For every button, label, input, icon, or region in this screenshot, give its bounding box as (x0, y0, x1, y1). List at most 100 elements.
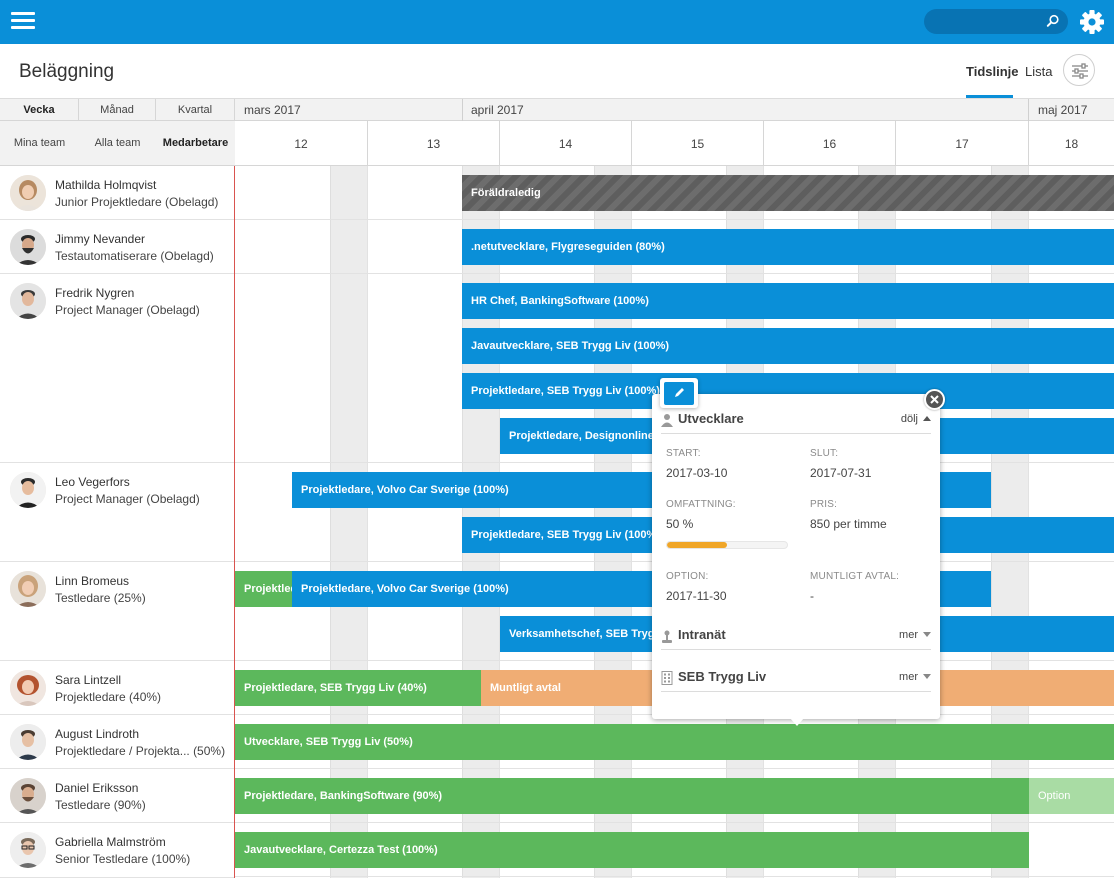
row-gridline (235, 768, 1114, 769)
period-quarter-button[interactable]: Kvartal (156, 99, 235, 120)
search-input[interactable] (924, 9, 1068, 34)
week-label: 13 (367, 121, 499, 166)
edit-button-face (664, 382, 694, 405)
allocation-bar-option[interactable]: Option (1029, 778, 1114, 814)
edit-allocation-button[interactable] (660, 378, 698, 408)
period-week-button[interactable]: Vecka (0, 99, 79, 120)
person-row[interactable]: Sara Lintzell Projektledare (40%) (0, 661, 234, 715)
allocation-bar[interactable]: Javautvecklare, SEB Trygg Liv (100%) (462, 328, 1114, 364)
avatar (10, 229, 46, 265)
caret-up-icon (923, 416, 931, 421)
avatar (10, 832, 46, 868)
person-row[interactable]: Gabriella Malmström Senior Testledare (1… (0, 823, 234, 878)
row-gridline (235, 876, 1114, 877)
page-header: Beläggning Tidslinje Lista (0, 44, 1114, 99)
row-gridline (235, 822, 1114, 823)
month-header: mars 2017 april 2017 maj 2017 (235, 99, 1114, 121)
period-month-button[interactable]: Månad (79, 99, 156, 120)
scope-progress-fill (667, 542, 727, 548)
month-divider (462, 99, 463, 121)
week-label: 17 (895, 121, 1028, 166)
scope-employees-button[interactable]: Medarbetare (162, 137, 229, 149)
person-name: Sara Lintzell (55, 673, 122, 687)
month-label: mars 2017 (244, 103, 301, 117)
week-gridline (367, 166, 368, 878)
allocation-bar[interactable]: Utvecklare, SEB Trygg Liv (50%) (235, 724, 1114, 760)
person-role: Junior Projektledare (Obelagd) (55, 195, 219, 209)
person-row[interactable]: Leo Vegerfors Project Manager (Obelagd) (0, 463, 234, 562)
tab-timeline[interactable]: Tidslinje (966, 64, 1019, 79)
allocation-bar[interactable]: Föräldraledig (462, 175, 1114, 211)
allocation-bar[interactable]: Javautvecklare, Certezza Test (100%) (235, 832, 1029, 868)
person-role: Testautomatiserare (Obelagd) (55, 249, 214, 263)
person-name: Gabriella Malmström (55, 835, 166, 849)
scope-my-teams-button[interactable]: Mina team (13, 137, 66, 149)
sliders-icon (1072, 63, 1088, 79)
period-selector: Vecka Månad Kvartal (0, 99, 235, 121)
week-header: 12 13 14 15 16 17 18 (235, 121, 1114, 166)
person-name: August Lindroth (55, 727, 140, 741)
month-label: maj 2017 (1038, 103, 1088, 117)
person-row[interactable]: Mathilda Holmqvist Junior Projektledare … (0, 166, 234, 220)
person-role: Projektledare (40%) (55, 690, 162, 704)
avatar (10, 283, 46, 319)
verbal-agreement-value: - (810, 589, 814, 603)
project-more-toggle[interactable]: mer (899, 629, 931, 641)
month-label: april 2017 (471, 103, 524, 117)
popover-client-header: SEB Trygg Liv mer (661, 668, 931, 692)
people-list: Mathilda Holmqvist Junior Projektledare … (0, 166, 234, 878)
option-value: 2017-11-30 (666, 589, 727, 603)
avatar (10, 175, 46, 211)
person-role: Projektledare / Projekta... (50%) (55, 744, 226, 758)
scope-progress-bar (666, 541, 788, 549)
hide-details-toggle[interactable]: dölj (901, 413, 931, 425)
gear-icon[interactable] (1079, 9, 1105, 35)
filter-settings-button[interactable] (1063, 54, 1095, 86)
person-row[interactable]: Daniel Eriksson Testledare (90%) (0, 769, 234, 823)
person-role: Project Manager (Obelagd) (55, 303, 200, 317)
building-icon (661, 671, 673, 685)
person-role: Project Manager (Obelagd) (55, 492, 200, 506)
start-value: 2017-03-10 (666, 466, 728, 480)
top-bar (0, 0, 1114, 44)
allocation-bar[interactable]: Projektledare, BankingSoftware (90%) (235, 778, 1029, 814)
person-row[interactable]: Fredrik Nygren Project Manager (Obelagd) (0, 274, 234, 463)
avatar (10, 472, 46, 508)
menu-icon[interactable] (11, 11, 35, 31)
scope-label: OMFATTNING: (666, 499, 736, 510)
scope-all-teams-button[interactable]: Alla team (94, 137, 141, 149)
allocation-bar[interactable]: .netutvecklare, Flygreseguiden (80%) (462, 229, 1114, 265)
more-label: mer (899, 671, 918, 683)
avatar (10, 670, 46, 706)
week-label: 14 (499, 121, 631, 166)
price-value: 850 per timme (810, 517, 887, 531)
client-title: SEB Trygg Liv (678, 669, 767, 684)
close-icon (930, 395, 939, 404)
allocation-bar[interactable]: Projektledare, SEB Trygg Liv (40%) (235, 670, 481, 706)
popover-role-title: Utvecklare (678, 411, 744, 426)
allocation-bar[interactable]: HR Chef, BankingSoftware (100%) (462, 283, 1114, 319)
popover-role-header: Utvecklare dölj (661, 410, 931, 434)
client-more-toggle[interactable]: mer (899, 671, 931, 683)
person-name: Fredrik Nygren (55, 286, 135, 300)
person-row[interactable]: Linn Bromeus Testledare (25%) (0, 562, 234, 661)
person-row[interactable]: August Lindroth Projektledare / Projekta… (0, 715, 234, 769)
today-marker (234, 166, 235, 878)
verbal-agreement-label: MUNTLIGT AVTAL: (810, 571, 900, 582)
project-icon (662, 630, 672, 643)
person-row[interactable]: Jimmy Nevander Testautomatiserare (Obela… (0, 220, 234, 274)
allocation-popover: Utvecklare dölj START: 2017-03-10 SLUT: … (652, 394, 940, 726)
end-label: SLUT: (810, 448, 839, 459)
search-icon[interactable] (1046, 14, 1060, 28)
scope-selector: Mina team Alla team Medarbetare (0, 121, 235, 166)
person-name: Daniel Eriksson (55, 781, 139, 795)
active-tab-indicator (966, 95, 1013, 98)
hide-label: dölj (900, 413, 918, 425)
tab-list[interactable]: Lista (1025, 64, 1053, 79)
person-name: Mathilda Holmqvist (55, 178, 157, 192)
month-divider (1028, 99, 1029, 121)
week-label: 18 (1028, 121, 1114, 166)
allocation-bar[interactable]: Projektledare, Volvo Car Sverige (100%) (235, 571, 292, 607)
close-popover-button[interactable] (924, 389, 945, 410)
scope-value: 50 % (666, 517, 694, 531)
